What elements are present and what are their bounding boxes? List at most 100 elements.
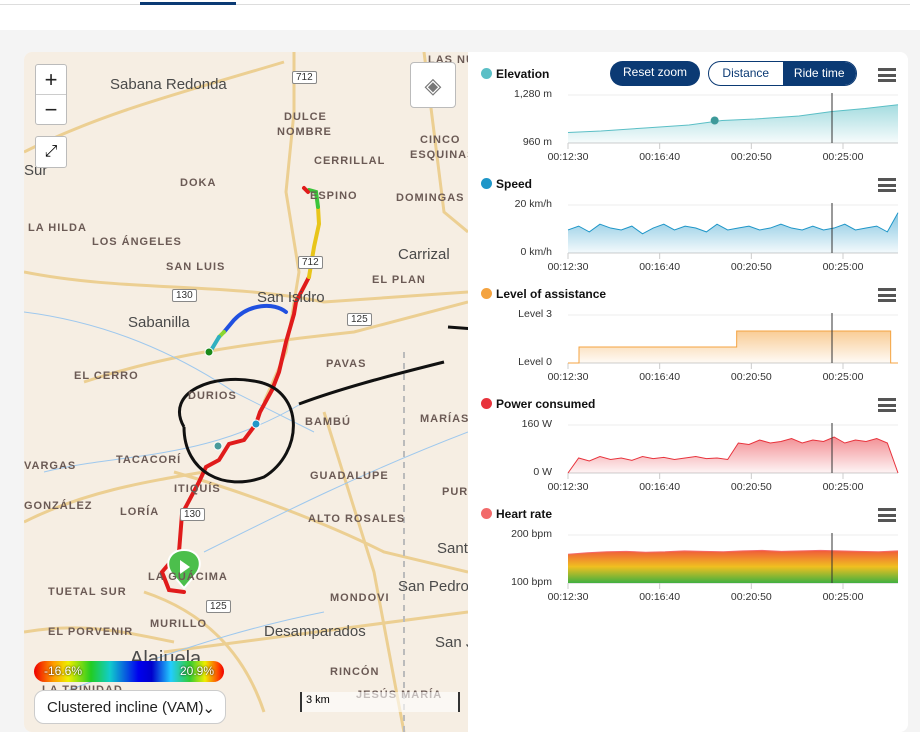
map-label: TUETAL SUR xyxy=(48,586,127,598)
map-label: EL CERRO xyxy=(74,370,139,382)
x-tick-label: 00:16:40 xyxy=(639,481,681,493)
map-label: MURILLO xyxy=(150,618,208,630)
x-tick-label: 00:20:50 xyxy=(730,371,772,383)
map-label: VARGAS xyxy=(24,460,77,472)
map-label: Carrizal xyxy=(398,246,450,263)
map-label: ESQUINAS xyxy=(410,149,468,161)
x-axis-toggle: Distance Ride time xyxy=(708,61,857,86)
map-label: Desamparados xyxy=(264,623,366,640)
x-tick-label: 00:20:50 xyxy=(730,481,772,493)
zoom-out-button[interactable]: − xyxy=(44,97,58,122)
map-label: GUADALUPE xyxy=(310,470,389,482)
y-tick-label: 960 m xyxy=(522,136,552,148)
chart-menu-button[interactable] xyxy=(878,68,896,82)
series-area xyxy=(568,212,898,253)
distance-toggle[interactable]: Distance xyxy=(722,66,770,80)
series-line xyxy=(567,549,899,555)
y-tick-label: 0 km/h xyxy=(520,246,552,258)
x-tick-label: 00:25:00 xyxy=(822,151,864,163)
map-label: Sant xyxy=(437,540,468,557)
chart-menu-button[interactable] xyxy=(878,288,896,302)
hover-marker xyxy=(710,116,719,125)
map-base xyxy=(24,52,468,732)
incline-legend: -16.6% 20.9% xyxy=(34,661,224,682)
road-shield: 130 xyxy=(180,508,205,521)
zoom-in-button[interactable]: + xyxy=(36,65,66,95)
scale-label: 3 km xyxy=(306,694,330,706)
chevron-down-icon: ⌄ xyxy=(202,700,215,717)
chart-title: Speed xyxy=(481,177,532,191)
map-label: ALTO ROSALES xyxy=(308,513,406,525)
series-line xyxy=(568,330,898,364)
series-line xyxy=(567,212,899,235)
map-label: San Pedro xyxy=(398,578,468,595)
x-tick-label: 00:16:40 xyxy=(639,261,681,273)
fullscreen-button[interactable]: ⤢ xyxy=(35,136,67,168)
map-label: CERRILLAL xyxy=(314,155,386,167)
series-dot-icon xyxy=(481,68,492,79)
map-label: TACACORÍ xyxy=(116,454,182,466)
legend-max: 20.9% xyxy=(179,664,214,678)
series-line xyxy=(567,104,899,133)
map-label: LOS ÁNGELES xyxy=(92,236,182,248)
x-tick-label: 00:25:00 xyxy=(822,481,864,493)
y-tick-label: Level 3 xyxy=(518,308,552,320)
charts-panel: Reset zoom Distance Ride time Elevation 1… xyxy=(468,52,908,732)
ride-time-toggle[interactable]: Ride time xyxy=(782,62,856,85)
map-label: SAN LUIS xyxy=(166,261,226,273)
x-tick-label: 00:25:00 xyxy=(822,261,864,273)
series-area xyxy=(568,550,898,583)
map[interactable]: Sabana Redonda DULCE NOMBRE CERRILLAL CI… xyxy=(24,52,468,732)
map-label: NOMBRE xyxy=(277,126,332,138)
chart-menu-button[interactable] xyxy=(878,398,896,412)
active-tab-indicator[interactable] xyxy=(140,2,236,5)
road-shield: 712 xyxy=(298,256,323,269)
map-label: San J xyxy=(435,634,468,651)
map-mode-select[interactable]: Clustered incline (VAM) ⌄ xyxy=(34,690,226,724)
map-label: RINCÓN xyxy=(330,666,380,678)
x-tick-label: 00:20:50 xyxy=(730,591,772,603)
chart-menu-button[interactable] xyxy=(878,508,896,522)
map-label: DURIOS xyxy=(188,390,237,402)
x-tick-label: 00:16:40 xyxy=(639,591,681,603)
y-tick-label: 200 bpm xyxy=(511,528,552,540)
chart-menu-button[interactable] xyxy=(878,178,896,192)
y-tick-label: 100 bpm xyxy=(511,576,552,588)
map-label: CINCO xyxy=(420,134,461,146)
map-label: DOMINGAS xyxy=(396,192,465,204)
y-tick-label: 0 W xyxy=(533,466,552,478)
map-label: EL PLAN xyxy=(372,274,426,286)
ride-analysis-card: Sabana Redonda DULCE NOMBRE CERRILLAL CI… xyxy=(24,52,908,732)
legend-min: -16.6% xyxy=(44,664,83,678)
road-shield: 125 xyxy=(347,313,372,326)
y-tick-label: 160 W xyxy=(521,418,552,430)
x-tick-label: 00:20:50 xyxy=(730,261,772,273)
road-shield: 130 xyxy=(172,289,197,302)
map-label: MONDOVI xyxy=(330,592,390,604)
map-label: LA HILDA xyxy=(28,222,87,234)
layers-icon: ◈ xyxy=(424,73,442,98)
map-label: GONZÁLEZ xyxy=(24,500,93,512)
series-area xyxy=(568,104,898,143)
series-area xyxy=(568,437,898,473)
series-dot-icon xyxy=(481,288,492,299)
reset-zoom-button[interactable]: Reset zoom xyxy=(610,61,700,86)
series-dot-icon xyxy=(481,508,492,519)
y-tick-label: 20 km/h xyxy=(514,198,552,210)
layers-button[interactable]: ◈ xyxy=(410,62,456,108)
series-dot-icon xyxy=(481,398,492,409)
expand-icon: ⤢ xyxy=(44,143,58,160)
chart-title: Power consumed xyxy=(481,397,595,411)
map-label: MARÍAS xyxy=(420,413,468,425)
x-tick-label: 00:12:30 xyxy=(547,481,589,493)
map-label: ITIQUÍS xyxy=(174,483,221,495)
start-marker-icon xyxy=(167,549,201,590)
map-label: ESPINO xyxy=(310,190,358,202)
map-label: DULCE xyxy=(284,111,327,123)
map-label: LORÍA xyxy=(120,506,160,518)
x-tick-label: 00:12:30 xyxy=(547,591,589,603)
x-tick-label: 00:16:40 xyxy=(639,151,681,163)
map-label: Sabana Redonda xyxy=(110,76,227,93)
charts-svg[interactable] xyxy=(468,52,908,732)
series-dot-icon xyxy=(481,178,492,189)
